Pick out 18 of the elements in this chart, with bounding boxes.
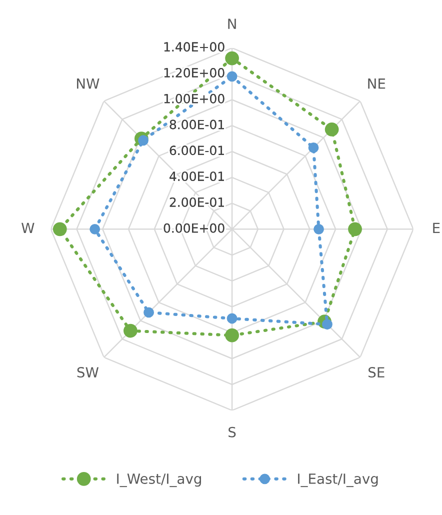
spoke-label: E xyxy=(433,222,440,234)
y-tick-label: 4.00E-01 xyxy=(170,172,224,182)
legend-label: I_East/I_avg xyxy=(298,474,378,488)
spoke-label: SE xyxy=(368,367,384,378)
y-tick-label: 6.00E-01 xyxy=(170,146,224,156)
y-tick-label: 1.00E+00 xyxy=(164,94,224,104)
spoke-label: SW xyxy=(77,367,99,378)
spoke-label: S xyxy=(228,426,236,438)
spoke-label: W xyxy=(22,222,34,234)
legend-label: I_West/I_avg xyxy=(117,474,201,488)
y-tick-label: 2.00E-01 xyxy=(170,197,224,207)
spoke-label: NE xyxy=(368,78,386,89)
y-tick-label: 1.40E+00 xyxy=(164,42,224,52)
y-tick-label: 1.20E+00 xyxy=(164,68,224,78)
y-tick-label: 0.00E+00 xyxy=(164,223,224,233)
spoke-label: NW xyxy=(77,78,100,89)
y-tick-label: 8.00E-01 xyxy=(170,120,224,130)
spoke-label: N xyxy=(228,18,236,29)
